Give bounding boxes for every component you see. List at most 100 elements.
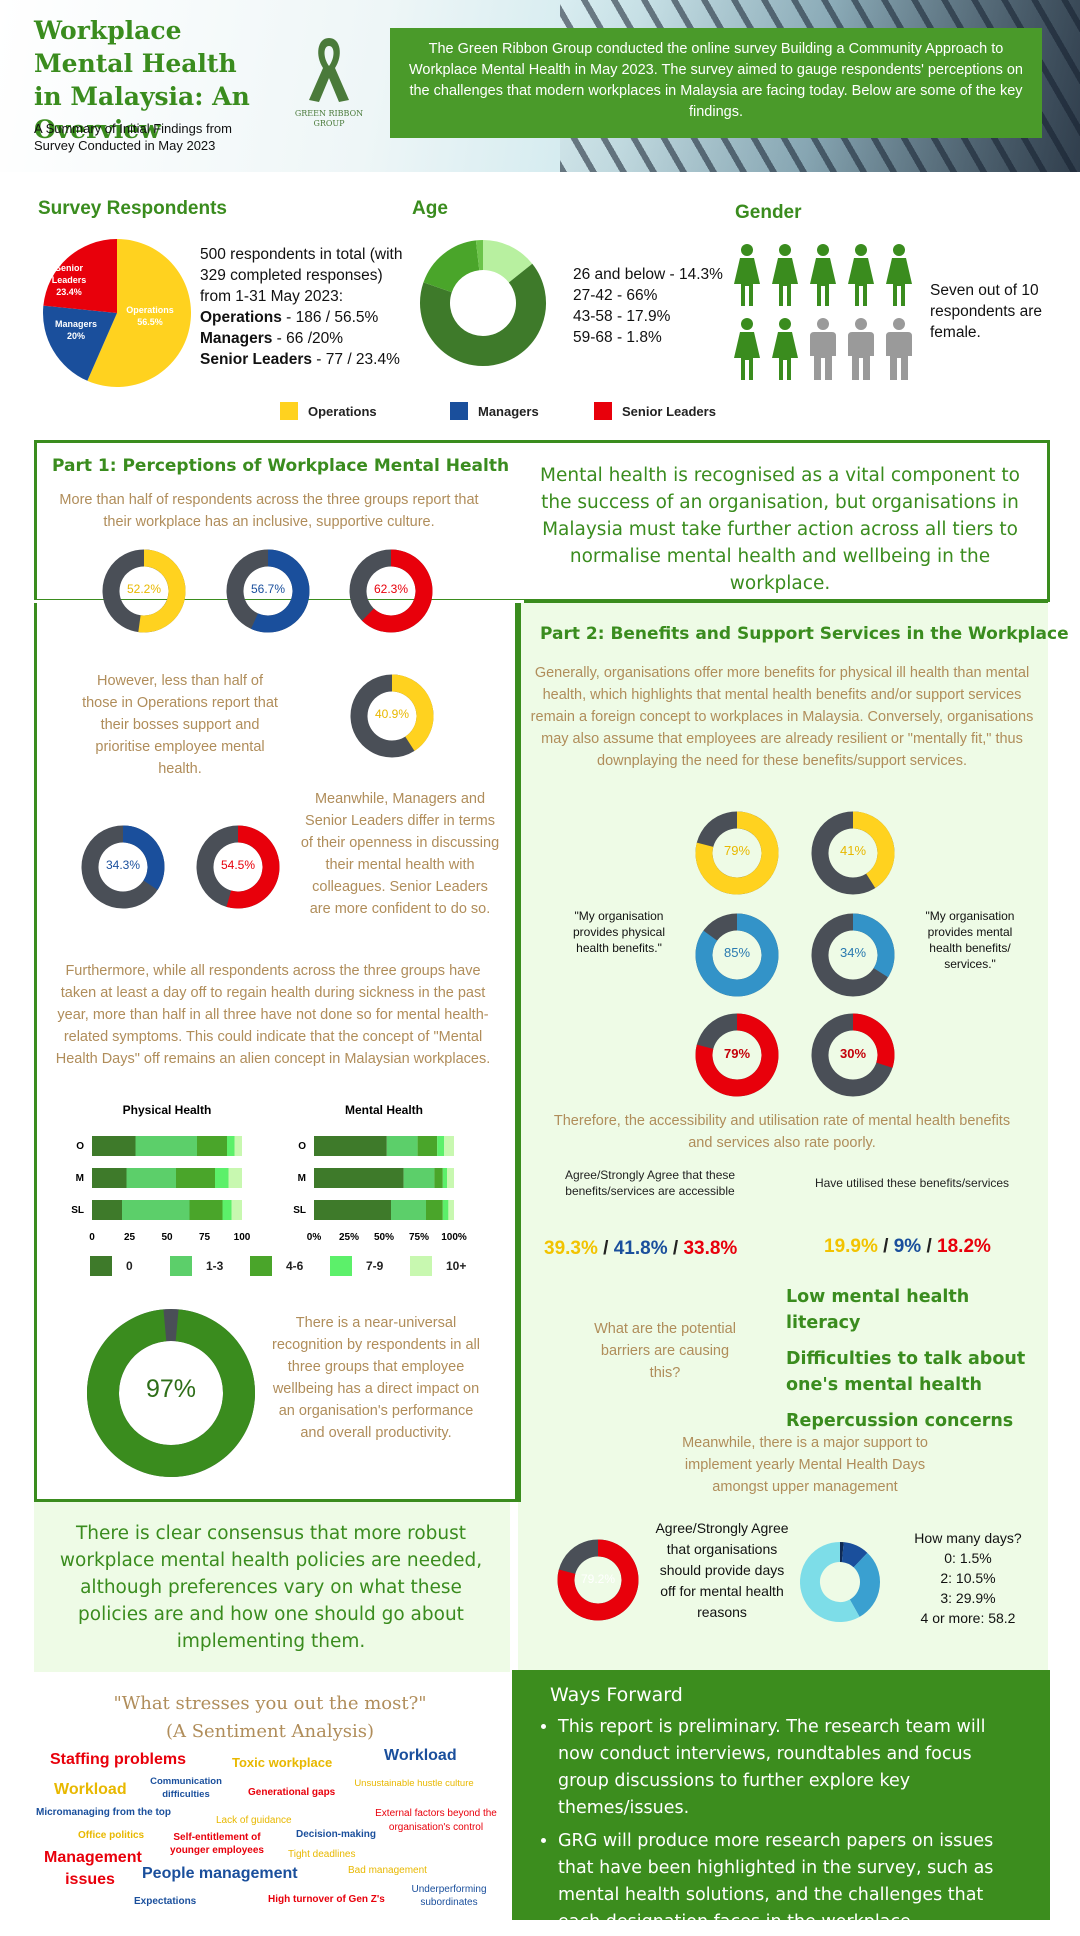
donut-label: 41%	[810, 843, 896, 858]
female-person-icon	[732, 244, 762, 308]
word: High turnover of Gen Z's	[268, 1894, 385, 1905]
legend-item: 1-3	[170, 1256, 223, 1276]
age-line: 59-68 - 1.8%	[573, 327, 723, 348]
logo-text-1: GREEN RIBBON	[284, 109, 374, 119]
gender-heading: Gender	[735, 202, 802, 224]
bar-segment	[227, 1136, 235, 1156]
legend-label: 1-3	[206, 1259, 223, 1273]
part2-heading: Part 2: Benefits and Support Services in…	[540, 624, 1069, 644]
age-slice-43-58	[438, 255, 478, 287]
bar-segment	[426, 1200, 443, 1220]
bar-segment	[92, 1168, 127, 1188]
bar-segment	[223, 1200, 232, 1220]
days-breakdown: How many days? 0: 1.5% 2: 10.5% 3: 29.9%…	[898, 1528, 1038, 1628]
word: Expectations	[134, 1896, 196, 1907]
word: People management	[142, 1865, 298, 1883]
bar-segment	[127, 1168, 177, 1188]
legend-label: 10+	[446, 1259, 466, 1273]
word: Micromanaging from the top	[36, 1807, 171, 1818]
ways-forward-panel: Ways Forward This report is preliminary.…	[512, 1670, 1050, 1920]
ways-item: This report is preliminary. The research…	[558, 1714, 1022, 1822]
part1-p2: However, less than half of those in Oper…	[80, 670, 280, 780]
tick-label: 50%	[374, 1232, 394, 1243]
category-label: SL	[71, 1205, 84, 1216]
donut-label: 40.9%	[349, 707, 435, 721]
word: Decision-making	[296, 1829, 376, 1840]
bar-segment	[215, 1168, 229, 1188]
legend-swatch	[410, 1256, 432, 1276]
legend-swatch-mgr	[450, 402, 468, 420]
chart-title: Mental Health	[345, 1103, 423, 1117]
barrier-item: Repercussion concerns	[786, 1408, 1036, 1434]
category-label: O	[298, 1141, 306, 1152]
tick-label: 100	[234, 1232, 251, 1243]
page-subtitle: A Summary of Initial Findings from Surve…	[34, 120, 274, 154]
word: Toxic workplace	[232, 1755, 332, 1770]
tick-label: 25%	[339, 1232, 359, 1243]
donut-label: 52.2%	[101, 582, 187, 596]
legend-swatch-ops	[280, 402, 298, 420]
bar-segment	[447, 1168, 454, 1188]
age-slice-26-below	[483, 255, 521, 273]
age-donut	[418, 238, 548, 368]
tick-label: 25	[124, 1232, 136, 1243]
quote-mental: "My organisation provides mental health …	[910, 908, 1030, 972]
person-icon	[846, 318, 876, 382]
bar-segment	[448, 1200, 454, 1220]
legend-mgr: Managers	[450, 402, 539, 420]
tick-label: 50	[161, 1232, 173, 1243]
word: Staffing problems	[50, 1751, 186, 1769]
util-label: Have utilised these benefits/services	[812, 1175, 1012, 1191]
legend-swatch	[170, 1256, 192, 1276]
legend-swatch-sl	[594, 402, 612, 420]
pie-label-sl: Senior Leaders 23.4%	[44, 262, 94, 298]
part1-p5: There is a near-universal recognition by…	[270, 1312, 482, 1444]
word: External factors beyond the organisation…	[374, 1807, 498, 1835]
word: Lack of guidance	[216, 1815, 292, 1826]
days-item: 2: 10.5%	[898, 1568, 1038, 1588]
age-list: 26 and below - 14.3% 27-42 - 66% 43-58 -…	[573, 264, 723, 348]
legend-sl: Senior Leaders	[594, 402, 716, 420]
donut-label: 34%	[810, 945, 896, 960]
age-heading: Age	[412, 198, 448, 220]
female-person-icon	[884, 244, 914, 308]
respondents-mgr: Managers - 66 /20%	[200, 328, 415, 349]
util-values: 19.9% / 9% / 18.2%	[824, 1236, 991, 1258]
category-label: SL	[293, 1205, 306, 1216]
days-slice-2	[843, 1552, 861, 1560]
donut-label: 54.5%	[195, 858, 281, 872]
word: Office politics	[78, 1830, 144, 1841]
bar-segment	[444, 1136, 454, 1156]
legend-item: 4-6	[250, 1256, 303, 1276]
word: Self-entitlement of younger employees	[164, 1831, 270, 1857]
barrier-item: Difficulties to talk about one's mental …	[786, 1346, 1036, 1398]
part1-p3: Meanwhile, Managers and Senior Leaders d…	[300, 788, 500, 920]
female-person-icon	[732, 318, 762, 382]
bar-segment	[437, 1136, 444, 1156]
female-person-icon	[770, 244, 800, 308]
big-donut-label: 97%	[86, 1375, 256, 1404]
legend-swatch	[250, 1256, 272, 1276]
chart-title: Physical Health	[123, 1103, 212, 1117]
female-person-icon	[770, 318, 800, 382]
word: Workload	[54, 1781, 127, 1799]
bar-segment	[122, 1200, 190, 1220]
word: Tight deadlines	[288, 1849, 355, 1860]
legend-item: 10+	[410, 1256, 466, 1276]
legend-swatch	[90, 1256, 112, 1276]
bar-segment	[391, 1200, 426, 1220]
bar-segment	[387, 1136, 418, 1156]
word: Workload	[384, 1747, 457, 1765]
word: Generational gaps	[248, 1787, 335, 1798]
agree-text: Agree/Strongly Agree that organisations …	[654, 1518, 790, 1623]
quote-physical: "My organisation provides physical healt…	[560, 908, 678, 956]
part2-p2: Therefore, the accessibility and utilisa…	[540, 1110, 1024, 1154]
tick-label: 0	[89, 1232, 95, 1243]
part1-p1: More than half of respondents across the…	[44, 489, 494, 533]
days-donut	[798, 1540, 882, 1624]
days-item: 0: 1.5%	[898, 1548, 1038, 1568]
donut-label: 56.7%	[225, 582, 311, 596]
part1-callout: Mental health is recognised as a vital c…	[530, 462, 1030, 597]
donut-label: 85%	[694, 945, 780, 960]
